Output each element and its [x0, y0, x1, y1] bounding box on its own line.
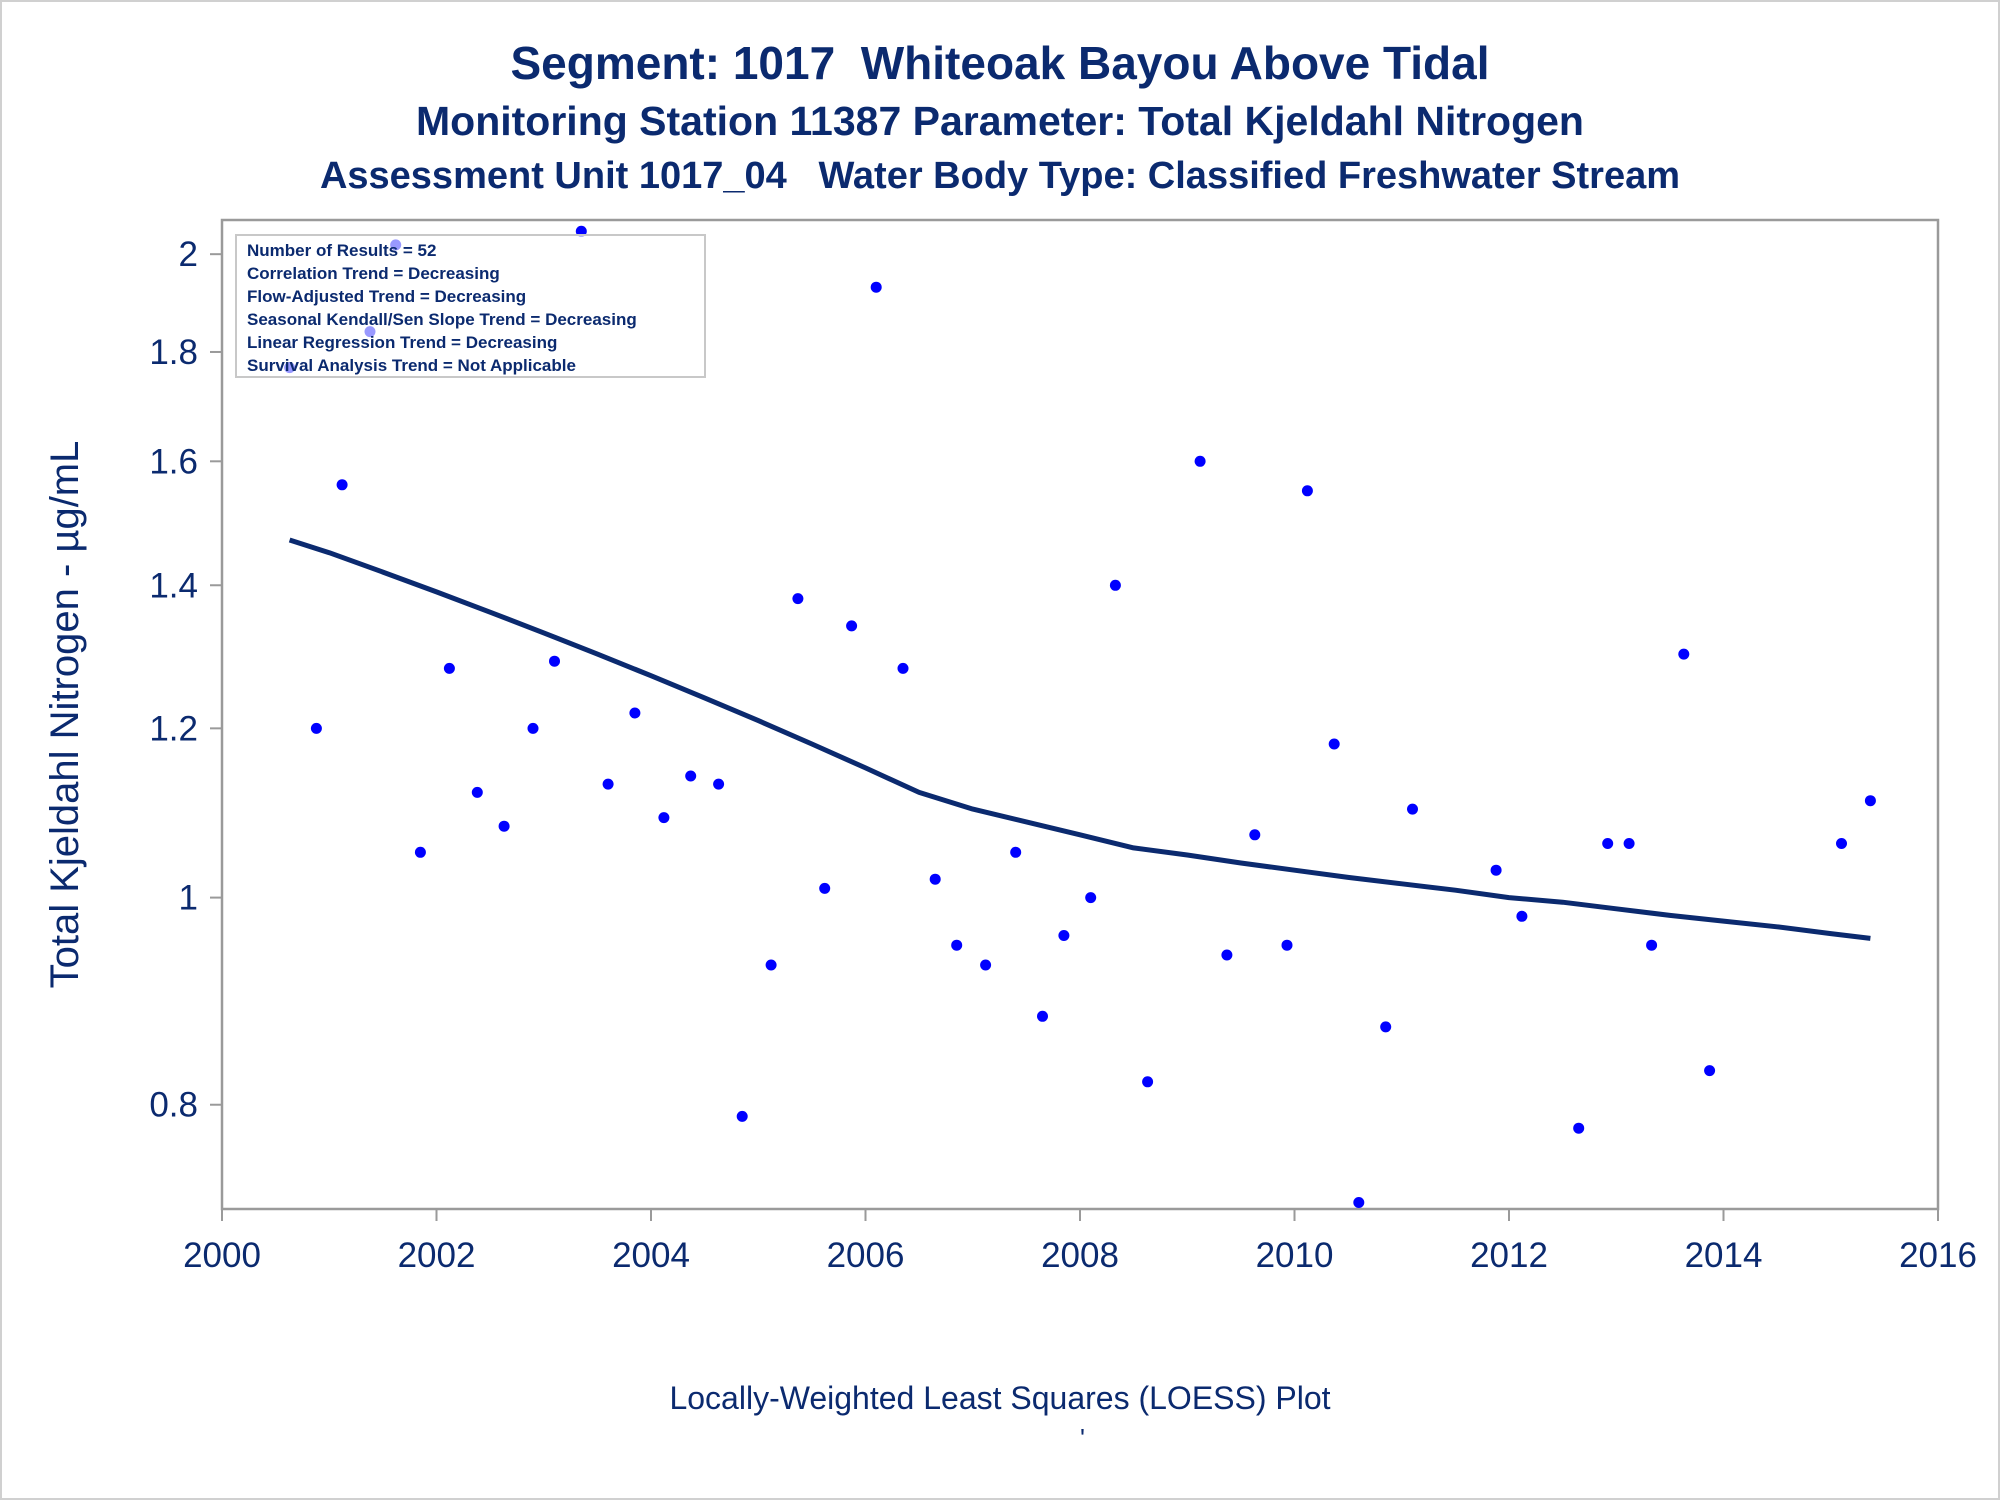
stats-line: Seasonal Kendall/Sen Slope Trend = Decre… — [247, 310, 637, 329]
y-tick-label: 0.8 — [149, 1086, 198, 1125]
data-point — [1704, 1065, 1716, 1077]
data-point — [414, 846, 426, 858]
data-points-layer — [284, 225, 1876, 1208]
stats-line: Flow-Adjusted Trend = Decreasing — [247, 287, 526, 306]
data-point — [1221, 949, 1233, 961]
x-tick-label: 2002 — [398, 1236, 476, 1275]
data-point — [1037, 1010, 1048, 1022]
data-point — [685, 770, 697, 782]
data-point — [1573, 1122, 1585, 1134]
data-point — [736, 1110, 748, 1122]
data-point — [1407, 803, 1418, 815]
data-point — [1678, 648, 1690, 660]
data-point — [1490, 864, 1502, 876]
x-tick-label: 2014 — [1685, 1236, 1763, 1275]
data-point — [1602, 838, 1614, 849]
axes: 2000 2002 2004 2006 2008 2010 2012 2014 2016 0.8 1… — [43, 218, 1977, 1275]
x-tick-label: 2000 — [183, 1236, 261, 1275]
data-point — [1380, 1021, 1392, 1033]
data-point — [1281, 939, 1293, 951]
data-point — [1301, 485, 1313, 497]
data-point — [1328, 738, 1340, 750]
data-point — [819, 882, 831, 894]
x-tick-label: 2012 — [1470, 1236, 1548, 1275]
loess-curve-layer — [288, 537, 1871, 941]
data-point — [765, 959, 777, 971]
data-point — [527, 722, 539, 734]
data-point — [792, 593, 804, 605]
data-point — [1085, 892, 1097, 904]
data-point — [1516, 910, 1528, 922]
stats-line: Correlation Trend = Decreasing — [247, 264, 500, 283]
data-point — [336, 479, 348, 491]
data-point — [1623, 838, 1635, 849]
x-tick-label: 2004 — [612, 1236, 690, 1275]
data-point — [846, 620, 858, 632]
chart-footnote: Locally-Weighted Least Squares (LOESS) P… — [669, 1380, 1331, 1416]
data-point — [602, 778, 614, 790]
data-point — [1010, 846, 1022, 858]
y-tick-label: 1.8 — [149, 333, 198, 372]
stats-line: Linear Regression Trend = Decreasing — [247, 333, 557, 352]
y-tick-label: 1.4 — [149, 566, 198, 605]
chart-subtitle-station: Monitoring Station 11387 Parameter: Tota… — [416, 98, 1584, 144]
data-point — [471, 786, 483, 798]
x-tick-label: 2006 — [827, 1236, 905, 1275]
data-point — [1864, 795, 1876, 807]
data-point — [658, 812, 670, 824]
data-point — [1142, 1076, 1154, 1088]
data-point — [980, 959, 992, 971]
data-point — [1249, 829, 1261, 841]
loess-trend-line — [288, 537, 1871, 941]
chart-title: Segment: 1017 Whiteoak Bayou Above Tidal — [510, 37, 1490, 89]
data-point — [1194, 455, 1206, 467]
data-point — [443, 662, 455, 674]
data-point — [1646, 939, 1658, 951]
stats-line: Survival Analysis Trend = Not Applicable — [247, 356, 576, 375]
data-point — [951, 939, 963, 951]
y-tick-label: 1.6 — [149, 442, 198, 481]
y-axis-title: Total Kjeldahl Nitrogen - µg/mL — [43, 441, 87, 989]
y-tick-label: 1.2 — [149, 709, 198, 748]
data-point — [1836, 838, 1847, 849]
chart-subtitle-assessment: Assessment Unit 1017_04 Water Body Type:… — [319, 155, 1681, 197]
data-point — [498, 820, 510, 832]
y-tick-label: 1 — [179, 879, 198, 918]
footnote-mark: ' — [1080, 1423, 1085, 1453]
data-point — [1109, 579, 1121, 591]
x-tick-label: 2016 — [1899, 1236, 1977, 1275]
data-point — [897, 662, 909, 674]
x-tick-label: 2008 — [1041, 1236, 1119, 1275]
data-point — [870, 281, 882, 293]
data-point — [310, 722, 322, 734]
stats-box: Number of Results = 52 Correlation Trend … — [235, 234, 706, 378]
data-point — [549, 655, 560, 667]
data-point — [929, 873, 941, 885]
x-tick-label: 2010 — [1256, 1236, 1334, 1275]
data-point — [1353, 1197, 1365, 1208]
y-tick-label: 2 — [179, 235, 198, 274]
data-point — [1058, 930, 1070, 941]
stats-box-border — [235, 234, 706, 378]
data-point — [713, 778, 725, 790]
data-point — [629, 707, 641, 719]
stats-line: Number of Results = 52 — [247, 241, 436, 260]
